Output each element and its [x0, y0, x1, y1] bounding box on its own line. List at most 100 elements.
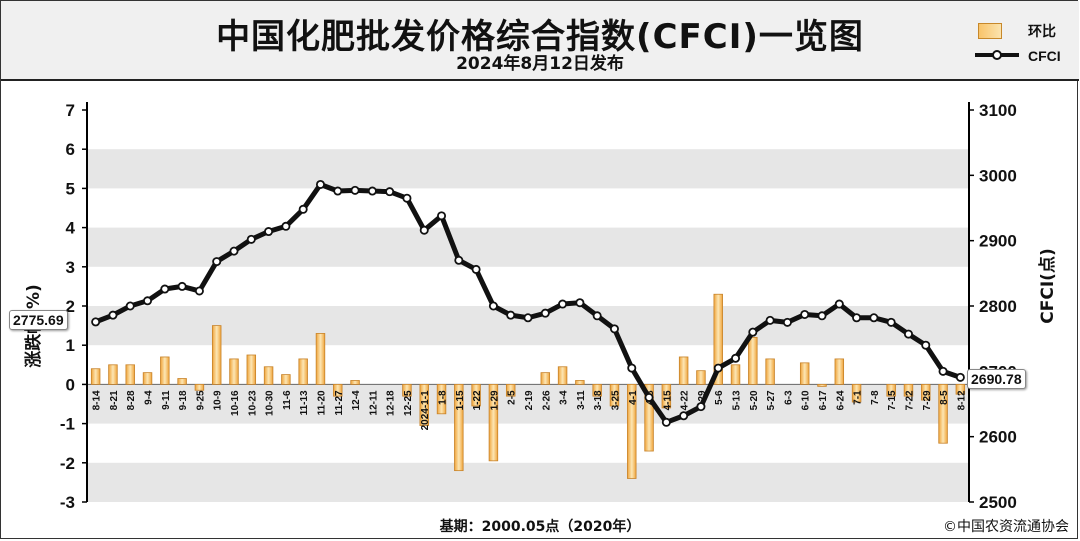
- bar: [886, 383, 896, 397]
- bar: [246, 354, 257, 385]
- cfci-point: [194, 286, 204, 296]
- cfci-point: [903, 329, 913, 339]
- category-label: 10-30: [265, 390, 276, 416]
- left-tick-label: 6: [66, 140, 75, 159]
- cfci-point: [765, 315, 775, 325]
- bar: [851, 383, 862, 403]
- bar: [108, 364, 118, 385]
- bar: [575, 380, 585, 385]
- cfci-point: [696, 402, 706, 412]
- category-label: 7-29: [922, 390, 933, 410]
- category-label: 9-18: [178, 390, 189, 410]
- bar: [903, 383, 914, 397]
- bar: [938, 383, 948, 444]
- left-tick-label: -2: [60, 454, 75, 473]
- category-label: 12-11: [368, 390, 379, 415]
- category-label: 3-25: [610, 390, 621, 410]
- grid-band: [87, 384, 969, 424]
- category-label: 2024-1-1: [420, 390, 431, 430]
- legend-line-swatch: [975, 50, 1019, 60]
- left-tick-label: 1: [66, 336, 75, 355]
- bar: [333, 383, 343, 397]
- bar: [696, 370, 706, 385]
- bar: [644, 383, 654, 452]
- category-label: 4-15: [662, 390, 673, 410]
- bar: [125, 364, 135, 385]
- bar: [402, 383, 412, 397]
- category-label: 6-3: [783, 390, 794, 405]
- bar: [921, 383, 931, 401]
- category-label: 3-11: [576, 390, 587, 410]
- cfci-point: [419, 225, 429, 235]
- bar: [229, 358, 239, 385]
- category-label: 6-10: [801, 390, 812, 410]
- bar: [817, 383, 827, 387]
- copyright-note: ©中国农资流通协会: [943, 519, 1069, 535]
- cfci-point: [350, 185, 360, 195]
- cfci-point: [367, 186, 377, 196]
- category-label: 7-1: [853, 390, 864, 405]
- category-label: 11-13: [299, 390, 310, 415]
- cfci-point: [281, 221, 291, 231]
- cfci-point: [731, 353, 741, 363]
- category-label: 11-20: [316, 390, 327, 415]
- chart-header: 中国化肥批发价格综合指数(CFCI)一览图 2024年8月12日发布 环比 CF…: [1, 1, 1079, 81]
- cfci-point: [921, 340, 931, 350]
- cfci-point: [938, 366, 948, 376]
- left-tick-label: 7: [66, 101, 75, 120]
- legend-bar-label: 环比: [1028, 24, 1056, 40]
- category-label: 11-6: [282, 390, 293, 410]
- cfci-point: [402, 193, 412, 203]
- cfci-point: [385, 187, 395, 197]
- bar: [211, 325, 222, 385]
- category-label: 1-8: [438, 390, 449, 405]
- right-tick-label: 2600: [979, 428, 1017, 447]
- cfci-point: [713, 363, 723, 373]
- bar: [748, 336, 758, 385]
- category-label: 8-12: [956, 390, 967, 410]
- cfci-point: [609, 324, 619, 334]
- cfci-point: [679, 411, 689, 421]
- category-label: 7-15: [887, 390, 898, 410]
- category-label: 5-13: [732, 390, 743, 410]
- cfci-point: [955, 372, 965, 382]
- legend-bar-swatch: [978, 23, 1002, 39]
- category-label: 10-16: [230, 390, 241, 416]
- category-label: 5-27: [766, 390, 777, 410]
- bar: [298, 358, 308, 385]
- category-label: 12-18: [386, 390, 397, 416]
- category-label: 10-9: [213, 390, 224, 410]
- bar: [194, 383, 205, 391]
- bar: [834, 358, 845, 385]
- cfci-point: [454, 255, 464, 265]
- cfci-point: [852, 313, 862, 323]
- bar: [454, 383, 464, 472]
- right-tick-label: 3000: [979, 166, 1017, 185]
- bar: [627, 383, 637, 479]
- category-label: 4-1: [628, 390, 639, 405]
- cfci-point: [91, 317, 101, 327]
- bar: [678, 356, 689, 385]
- category-label: 11-27: [334, 390, 345, 415]
- category-label: 8-5: [939, 390, 950, 405]
- category-label: 4-22: [680, 390, 691, 410]
- cfci-point: [160, 284, 170, 294]
- left-tick-label: 4: [66, 219, 76, 238]
- bar: [419, 383, 429, 426]
- category-label: 12-25: [403, 390, 414, 416]
- cfci-point: [143, 296, 153, 306]
- right-tick-label: 2500: [979, 493, 1017, 512]
- cfci-point: [886, 317, 896, 327]
- cfci-point: [748, 327, 758, 337]
- category-label: 10-23: [247, 390, 258, 416]
- cfci-point: [488, 301, 498, 311]
- last-value-callout: 2690.78: [967, 369, 1026, 389]
- first-value-callout: 2775.69: [9, 310, 68, 330]
- category-label: 3-4: [559, 390, 570, 405]
- cfci-point: [246, 234, 256, 244]
- cfci-point: [558, 299, 568, 309]
- bar: [471, 383, 481, 407]
- cfci-point: [471, 264, 481, 274]
- cfci-point: [315, 179, 325, 189]
